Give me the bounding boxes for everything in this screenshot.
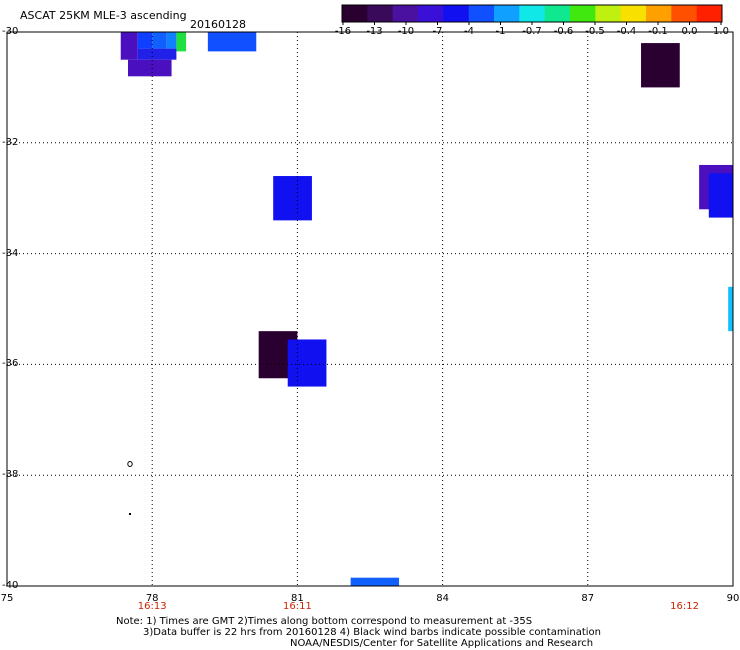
contamination-dot [129, 513, 131, 515]
wind-cell [120, 32, 138, 60]
colorbar-segment [367, 5, 394, 22]
wind-cell [152, 32, 167, 49]
wind-cell [350, 577, 400, 586]
longitude-label: 81 [291, 593, 304, 604]
latitude-label: -38 [2, 469, 19, 481]
latitude-label: -32 [2, 136, 19, 148]
longitude-label: 75 [0, 593, 14, 604]
wind-cell [641, 43, 680, 88]
latitude-label: -36 [2, 358, 19, 370]
wind-cell [128, 59, 172, 77]
map-date: 20160128 [190, 18, 246, 31]
colorbar-segment [595, 5, 622, 22]
wind-cell [728, 286, 733, 332]
longitude-label: 84 [436, 593, 449, 604]
colorbar [341, 4, 723, 25]
colorbar-segment [570, 5, 596, 22]
wind-cell [137, 48, 177, 60]
colorbar-segment [494, 5, 520, 22]
colorbar-segment [342, 5, 368, 22]
colorbar-segment [696, 5, 723, 22]
colorbar-segment [392, 5, 419, 22]
colorbar-segment [544, 5, 571, 22]
wind-cell [137, 32, 153, 49]
wind-cell [207, 32, 257, 52]
wind-cell [176, 32, 187, 52]
colorbar-segment [620, 5, 647, 22]
footer-note-2: 3)Data buffer is 22 hrs from 20160128 4)… [143, 627, 601, 638]
wind-cell [708, 173, 733, 218]
wind-barb-marks [127, 461, 133, 515]
colorbar-segment [468, 5, 495, 22]
latitude-label: -30 [2, 26, 19, 37]
plot-frame [6, 31, 734, 587]
footer-credit: NOAA/NESDIS/Center for Satellite Applica… [290, 638, 594, 649]
wind-cell [287, 339, 327, 387]
longitude-label: 87 [581, 593, 595, 604]
data-cells [120, 32, 733, 586]
longitude-label: 90 [726, 593, 740, 604]
pass-time-label: 16:12 [670, 601, 700, 612]
contamination-mark [127, 461, 133, 467]
colorbar-segment [671, 5, 698, 22]
colorbar-segment [443, 5, 470, 22]
latitude-label: -34 [2, 247, 19, 259]
longitude-label: 78 [145, 593, 159, 604]
footer-note-1: Note: 1) Times are GMT 2)Times along bot… [116, 616, 533, 627]
wind-cell [273, 176, 312, 221]
colorbar-segment [646, 5, 672, 22]
colorbar-segment [418, 5, 444, 22]
grid-lines [7, 32, 733, 586]
latitude-label: -40 [2, 580, 19, 591]
wind-cell [166, 32, 177, 49]
map-title: ASCAT 25KM MLE-3 ascending [20, 9, 187, 22]
colorbar-segment [519, 5, 546, 22]
pass-time-label: 16:11 [282, 601, 312, 612]
pass-time-label: 16:13 [137, 601, 167, 612]
